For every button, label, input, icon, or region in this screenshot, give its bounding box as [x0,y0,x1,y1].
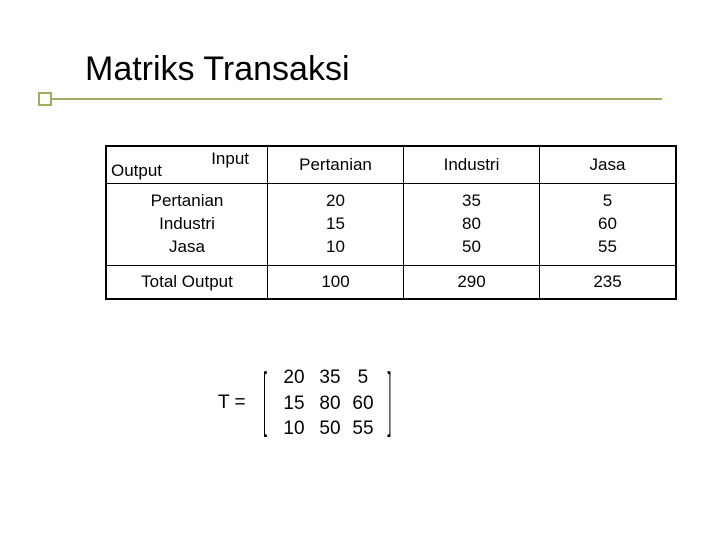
cell-col1: 20 15 10 [268,184,404,266]
cell-value: 35 [414,190,529,213]
matrix-cell: 55 [348,416,378,442]
matrix-row: 20 35 5 [276,365,378,391]
matrix-cell: 60 [348,391,378,417]
total-value: 290 [404,265,540,299]
total-value: 100 [268,265,404,299]
table-total-row: Total Output 100 290 235 [106,265,676,299]
right-bracket-icon: ] [387,364,391,444]
total-value: 235 [540,265,677,299]
total-label: Total Output [106,265,268,299]
cell-value: 55 [550,236,665,259]
table-data-row: Pertanian Industri Jasa 20 15 10 35 80 5… [106,184,676,266]
corner-input-label: Input [211,149,249,169]
col-header-jasa: Jasa [540,146,677,184]
matrix-cell: 10 [276,416,312,442]
row-label-pertanian: Pertanian [117,190,257,213]
title-bullet-icon [38,92,52,106]
col-header-industri: Industri [404,146,540,184]
matrix-row: 15 80 60 [276,391,378,417]
cell-col2: 35 80 50 [404,184,540,266]
cell-value: 50 [414,236,529,259]
table-corner-cell: Input Output [106,146,268,184]
cell-col3: 5 60 55 [540,184,677,266]
matrix-cell: 15 [276,391,312,417]
cell-value: 10 [278,236,393,259]
cell-value: 15 [278,213,393,236]
cell-value: 5 [550,190,665,213]
transaction-table: Input Output Pertanian Industri Jasa Per… [105,145,677,300]
matrix-cell: 20 [276,365,312,391]
matrix-cell: 80 [312,391,348,417]
col-header-pertanian: Pertanian [268,146,404,184]
title-underline [52,98,662,100]
row-label-industri: Industri [117,213,257,236]
row-labels-cell: Pertanian Industri Jasa [106,184,268,266]
matrix-body: 20 35 5 15 80 60 10 50 55 [276,365,378,442]
slide: Matriks Transaksi Input Output Pertanian… [0,0,720,540]
table-header-row: Input Output Pertanian Industri Jasa [106,146,676,184]
cell-value: 80 [414,213,529,236]
matrix-equation: T = [ 20 35 5 15 80 60 10 50 55 ] [218,365,394,442]
left-bracket-icon: [ [263,364,267,444]
cell-value: 20 [278,190,393,213]
matrix-cell: 5 [348,365,378,391]
row-label-jasa: Jasa [117,236,257,259]
matrix-cell: 50 [312,416,348,442]
equation-label: T = [218,392,246,414]
matrix-row: 10 50 55 [276,416,378,442]
matrix-cell: 35 [312,365,348,391]
page-title: Matriks Transaksi [85,50,350,89]
corner-output-label: Output [111,161,162,181]
cell-value: 60 [550,213,665,236]
